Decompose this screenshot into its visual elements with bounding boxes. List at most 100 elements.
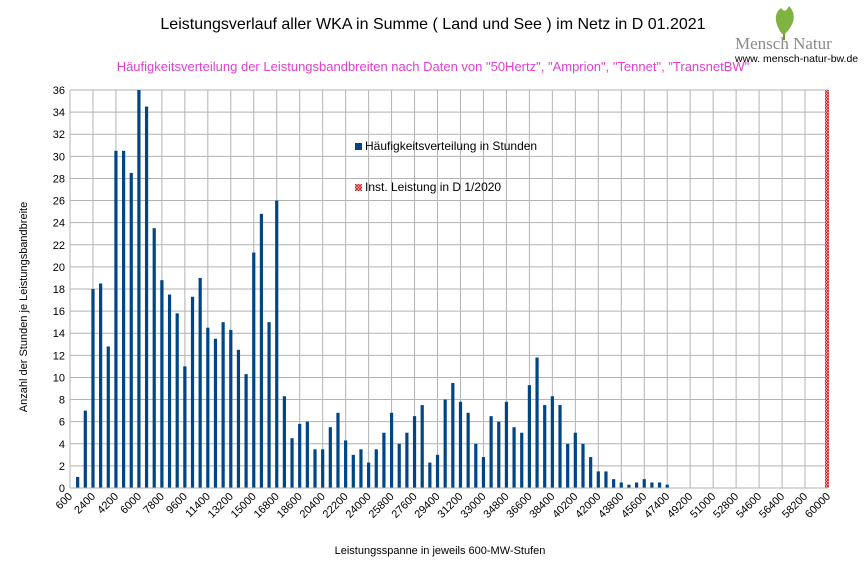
bar [175,313,179,488]
y-tick-label: 20 [53,262,65,274]
bar [144,106,149,488]
bar [535,357,539,488]
bar [244,374,248,488]
bar [389,412,394,488]
y-tick-label: 28 [53,173,65,185]
bar [420,405,424,488]
bar [596,471,600,488]
bar [313,449,317,488]
bar [566,443,570,488]
bar [275,200,279,489]
bar [129,172,133,488]
bar [458,401,463,488]
bar [221,322,225,488]
bar [612,479,616,488]
bar [99,283,103,488]
bar [489,416,493,488]
y-axis-label: Anzahl der Stunden je Leistungsbandbreit… [18,202,30,412]
legend: Häufigkeitsverteilung in Stunden Inst. L… [355,139,537,194]
bar [259,213,264,489]
bar [76,476,80,488]
bar [290,438,294,488]
y-tick-label: 16 [53,306,65,318]
bar [160,280,164,488]
bar [520,432,524,488]
bar [367,462,371,488]
y-tick-label: 6 [59,417,65,429]
bar [589,457,593,488]
bar [382,432,386,488]
bar [412,416,417,488]
bar [397,443,401,488]
bar [650,482,654,488]
bar [305,421,309,488]
bar [550,396,554,488]
bars [76,90,669,489]
bar [328,427,332,488]
installed-capacity-bar [825,90,829,488]
logo-text: Mensch Natur [735,34,832,53]
y-tick-label: 10 [53,372,65,384]
bar [267,322,271,488]
bar [106,346,110,488]
bar [428,462,432,488]
ginkgo-leaf-icon [775,6,794,40]
bar [527,385,531,488]
bar [665,484,669,488]
y-tick-label: 0 [59,483,65,495]
bar [152,228,156,488]
bar [321,449,325,488]
bar [137,90,141,488]
y-tick-label: 24 [53,218,65,230]
bar [351,454,355,488]
bar [435,454,440,488]
bar [198,277,202,488]
y-tick-label: 26 [53,196,65,208]
bar [83,410,87,488]
bar [374,449,378,488]
bar [481,457,486,488]
x-axis-label: Leistungsspanne in jeweils 600-MW-Stufen [335,545,546,557]
y-tick-label: 2 [59,461,65,473]
x-tick-label: 60000 [803,491,833,521]
bar [573,432,577,488]
bar [344,440,348,488]
bar [236,349,241,488]
y-tick-label: 8 [59,395,65,407]
chart-title: Leistungsverlauf aller WKA in Summe ( La… [160,16,706,33]
legend-swatch-frequency [355,143,362,150]
bar [252,252,256,488]
y-tick-label: 34 [53,107,65,119]
installed-capacity-mark [825,90,829,488]
x-tick-label: 6000 [118,491,144,517]
bar [229,329,233,488]
y-tick-label: 22 [53,240,65,252]
bar [206,327,210,488]
bar [604,471,608,488]
bar [657,482,662,488]
bar [474,443,478,488]
bar [91,289,95,488]
logo-url: www. mensch-natur-bw.de [735,53,859,65]
bar [642,479,646,488]
x-tick-label: 4200 [95,491,121,517]
bar [190,296,195,488]
bar [167,294,172,488]
bar [451,382,455,488]
bar [443,399,447,488]
y-tick-label: 14 [53,328,65,340]
bar [282,396,286,488]
chart-subtitle: Häufigkeitsverteilung der Leistungsbandb… [116,59,750,74]
legend-label-frequency: Häufigkeitsverteilung in Stunden [365,139,537,153]
y-tick-label: 32 [53,129,65,141]
bar [405,432,409,488]
bar [466,412,470,488]
bar [619,482,623,488]
x-tick-labels: 6002400420060007800960011400132001500016… [54,491,833,521]
bar [558,405,562,488]
y-tick-label: 30 [53,151,65,163]
y-tick-label: 4 [59,439,65,451]
bar [543,405,547,488]
